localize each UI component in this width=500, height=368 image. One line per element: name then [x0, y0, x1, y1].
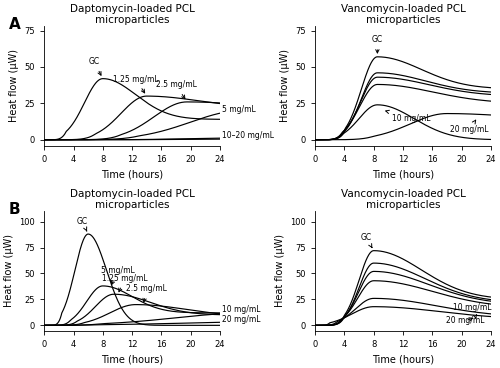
Text: 10 mg/mL: 10 mg/mL — [222, 305, 260, 314]
Text: B: B — [9, 202, 20, 217]
Y-axis label: Heat flow (μW): Heat flow (μW) — [9, 49, 19, 123]
Text: GC: GC — [372, 35, 383, 53]
Text: GC: GC — [76, 217, 88, 231]
Text: 5 mg/mL: 5 mg/mL — [100, 266, 134, 284]
Text: 1.25 mg/mL: 1.25 mg/mL — [113, 75, 158, 93]
Text: 10 mg/mL: 10 mg/mL — [386, 110, 430, 123]
X-axis label: Time (hours): Time (hours) — [372, 354, 434, 364]
Text: 20 mg/mL: 20 mg/mL — [446, 316, 484, 325]
Title: Daptomycin-loaded PCL
microparticles: Daptomycin-loaded PCL microparticles — [70, 189, 194, 210]
X-axis label: Time (hours): Time (hours) — [101, 354, 163, 364]
X-axis label: Time (hours): Time (hours) — [101, 169, 163, 179]
Text: 10–20 mg/mL: 10–20 mg/mL — [222, 131, 274, 140]
Text: 5 mg/mL: 5 mg/mL — [222, 105, 256, 114]
Y-axis label: Heat flow (μW): Heat flow (μW) — [4, 234, 14, 307]
Text: GC: GC — [88, 57, 101, 75]
Y-axis label: Heat flow (μW): Heat flow (μW) — [280, 49, 290, 123]
Text: 1.25 mg/mL: 1.25 mg/mL — [102, 274, 148, 292]
Text: 2.5 mg/mL: 2.5 mg/mL — [156, 80, 196, 99]
Title: Vancomycin-loaded PCL
microparticles: Vancomycin-loaded PCL microparticles — [340, 4, 466, 25]
Title: Daptomycin-loaded PCL
microparticles: Daptomycin-loaded PCL microparticles — [70, 4, 194, 25]
Title: Vancomycin-loaded PCL
microparticles: Vancomycin-loaded PCL microparticles — [340, 189, 466, 210]
Text: 20 mg/mL: 20 mg/mL — [450, 120, 488, 134]
Text: GC: GC — [361, 233, 372, 248]
Y-axis label: Heat flow (μW): Heat flow (μW) — [275, 234, 285, 307]
Text: A: A — [9, 17, 21, 32]
Text: 10 mg/mL: 10 mg/mL — [454, 303, 492, 318]
Text: 2.5 mg/mL: 2.5 mg/mL — [126, 284, 167, 302]
X-axis label: Time (hours): Time (hours) — [372, 169, 434, 179]
Text: 20 mg/mL: 20 mg/mL — [222, 315, 260, 323]
